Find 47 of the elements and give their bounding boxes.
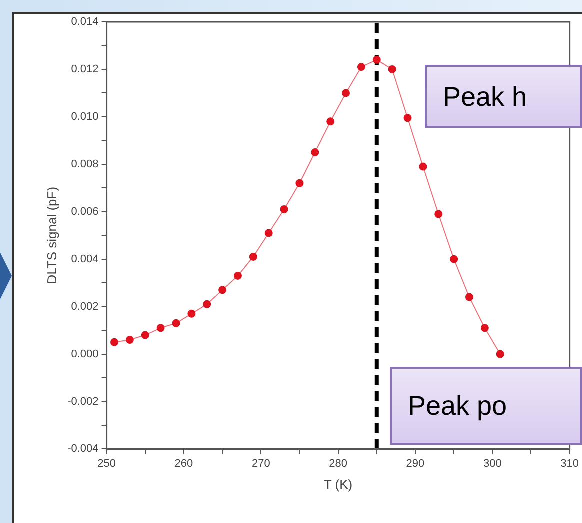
point <box>342 89 350 98</box>
y-tick-label: -0.002 <box>68 396 99 408</box>
point <box>126 336 134 344</box>
y-tick-label: 0.012 <box>71 64 99 76</box>
point <box>203 300 212 308</box>
x-axis-title: T (K) <box>324 476 353 492</box>
y-tick-label: 0.006 <box>71 206 99 218</box>
annotation: Peak po <box>408 390 508 422</box>
point <box>496 350 504 358</box>
y-tick-label: 0.000 <box>71 348 99 360</box>
y-tick-label: 0.008 <box>71 158 99 170</box>
point <box>466 293 474 302</box>
y-axis-title: DLTS signal (pF) <box>44 186 60 284</box>
point <box>110 338 119 346</box>
point <box>188 310 196 318</box>
point <box>280 205 288 214</box>
x-tick-label: 270 <box>252 458 270 470</box>
point <box>141 331 150 340</box>
y-tick-label: 0.014 <box>71 16 99 28</box>
point <box>357 63 366 72</box>
point <box>234 272 242 280</box>
point <box>156 324 165 332</box>
point <box>249 252 258 261</box>
point <box>480 324 489 332</box>
point <box>404 114 412 122</box>
point <box>264 229 273 238</box>
point <box>434 210 443 218</box>
x-tick-label: 280 <box>329 458 348 470</box>
point <box>296 179 304 188</box>
x-tick-label: 250 <box>98 458 116 470</box>
point <box>172 319 180 328</box>
x-tick-label: 290 <box>406 458 425 470</box>
y-tick-label: 0.010 <box>71 110 99 123</box>
x-tick-label: 310 <box>560 458 580 470</box>
point <box>372 56 381 64</box>
point <box>218 286 227 294</box>
point <box>450 255 458 264</box>
y-tick-label: -0.004 <box>68 443 99 456</box>
x-tick-label: 260 <box>174 458 194 470</box>
point <box>311 148 320 157</box>
point <box>326 118 335 126</box>
y-tick-label: 0.004 <box>71 253 99 266</box>
annotation: Peak h <box>443 80 528 112</box>
x-tick-label: 300 <box>483 458 502 470</box>
point <box>419 162 428 171</box>
point <box>388 65 396 74</box>
y-tick-label: 0.002 <box>71 300 99 313</box>
